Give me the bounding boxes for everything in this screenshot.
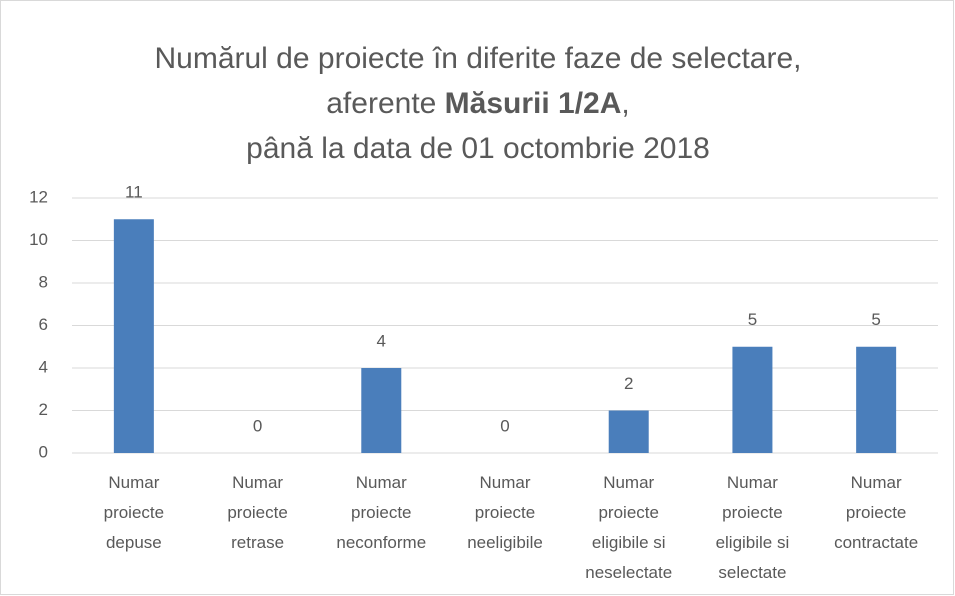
x-tick-line: neselectate [585, 563, 672, 582]
x-tick-line: proiecte [598, 503, 658, 522]
value-label: 5 [871, 310, 880, 329]
x-tick-line: neeligibile [467, 533, 543, 552]
x-tick-line: proiecte [104, 503, 164, 522]
x-tick-label: Numar proiecte eligibile si neselectate [585, 473, 672, 582]
x-tick-label: Numar proiecte depuse [104, 473, 164, 552]
x-tick-line: retrase [231, 533, 284, 552]
x-tick-line: eligibile si [592, 533, 666, 552]
y-tick-label: 8 [39, 272, 48, 291]
x-tick-label: Numar proiecte eligibile si selectate [716, 473, 790, 582]
chart-title: până la data de 01 octombrie 2018 [246, 132, 710, 165]
value-label: 2 [624, 374, 633, 393]
x-tick-line: Numar [727, 473, 778, 492]
value-label: 11 [125, 183, 143, 202]
x-tick-line: depuse [106, 533, 162, 552]
x-tick-line: proiecte [475, 503, 535, 522]
y-tick-label: 10 [29, 230, 48, 249]
chart-title: aferente Măsurii 1/2A, [326, 87, 630, 120]
value-label: 0 [500, 416, 509, 435]
title-part: Numărul de proiecte în diferite faze de … [154, 42, 801, 75]
x-tick-line: neconforme [336, 533, 426, 552]
y-tick-label: 4 [39, 357, 48, 376]
x-tick-label: Numar proiecte neconforme [336, 473, 426, 552]
value-label: 4 [377, 331, 386, 350]
x-tick-line: proiecte [846, 503, 906, 522]
x-tick-line: Numar [356, 473, 407, 492]
x-tick-line: selectate [718, 563, 786, 582]
title-part: aferente [326, 87, 444, 120]
bar [732, 346, 773, 453]
bar [361, 368, 402, 453]
value-label: 5 [748, 310, 757, 329]
y-tick-label: 0 [39, 442, 48, 461]
x-tick-label: Numar proiecte retrase [227, 473, 287, 552]
y-tick-label: 12 [29, 187, 48, 206]
title-part: , [621, 87, 629, 120]
x-tick-line: Numar [108, 473, 159, 492]
x-tick-line: Numar [479, 473, 530, 492]
y-tick-label: 6 [39, 315, 48, 334]
title-part: Măsurii 1/2A [445, 87, 622, 120]
value-label: 0 [253, 416, 262, 435]
bar [856, 346, 897, 453]
x-tick-line: Numar [232, 473, 283, 492]
x-tick-line: Numar [603, 473, 654, 492]
x-tick-line: Numar [851, 473, 902, 492]
title-part: până la data de 01 octombrie 2018 [246, 132, 710, 165]
y-tick-label: 2 [39, 400, 48, 419]
x-tick-line: proiecte [722, 503, 782, 522]
x-tick-line: proiecte [351, 503, 411, 522]
chart-title: Numărul de proiecte în diferite faze de … [154, 42, 801, 75]
bar [113, 219, 154, 453]
x-tick-line: contractate [834, 533, 918, 552]
x-tick-line: eligibile si [716, 533, 790, 552]
x-tick-label: Numar proiecte neeligibile [467, 473, 543, 552]
bar [608, 410, 649, 453]
x-tick-label: Numar proiecte contractate [834, 473, 918, 552]
x-tick-line: proiecte [227, 503, 287, 522]
